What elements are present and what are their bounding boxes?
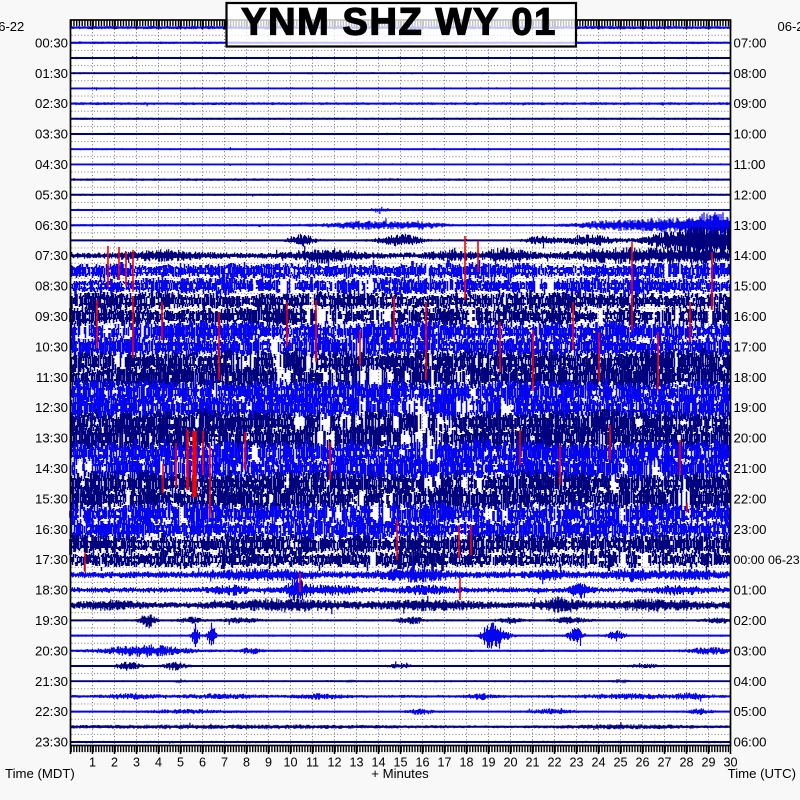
svg-text:22:00: 22:00 <box>734 491 767 506</box>
svg-text:21:30: 21:30 <box>35 674 68 689</box>
svg-text:7: 7 <box>221 756 228 770</box>
svg-text:08:30: 08:30 <box>35 279 68 294</box>
svg-text:03:00: 03:00 <box>734 643 767 658</box>
svg-text:15:30: 15:30 <box>35 491 68 506</box>
svg-text:20: 20 <box>503 756 517 770</box>
svg-text:19: 19 <box>481 756 495 770</box>
svg-text:3: 3 <box>133 756 140 770</box>
svg-text:00:30: 00:30 <box>35 35 68 50</box>
svg-text:17:00: 17:00 <box>734 339 767 354</box>
svg-text:12: 12 <box>327 756 341 770</box>
svg-text:23:00: 23:00 <box>734 522 767 537</box>
svg-text:09:00: 09:00 <box>734 96 767 111</box>
svg-text:13: 13 <box>349 756 363 770</box>
svg-text:23: 23 <box>569 756 583 770</box>
svg-text:5: 5 <box>177 756 184 770</box>
svg-text:4: 4 <box>155 756 162 770</box>
svg-text:2: 2 <box>111 756 118 770</box>
svg-text:06-22: 06-22 <box>0 19 24 34</box>
svg-text:16:00: 16:00 <box>734 309 767 324</box>
svg-text:14:00: 14:00 <box>734 248 767 263</box>
svg-text:17: 17 <box>437 756 451 770</box>
svg-text:14: 14 <box>371 756 385 770</box>
svg-text:01:00: 01:00 <box>734 583 767 598</box>
svg-text:13:30: 13:30 <box>35 431 68 446</box>
svg-text:03:30: 03:30 <box>35 127 68 142</box>
svg-text:27: 27 <box>657 756 671 770</box>
svg-text:17:30: 17:30 <box>35 552 68 567</box>
svg-text:20:30: 20:30 <box>35 643 68 658</box>
svg-text:20:00: 20:00 <box>734 431 767 446</box>
svg-text:16:30: 16:30 <box>35 522 68 537</box>
svg-text:11: 11 <box>306 756 319 770</box>
svg-text:Time (MDT): Time (MDT) <box>5 766 75 781</box>
svg-text:22: 22 <box>547 756 561 770</box>
svg-text:Time (UTC): Time (UTC) <box>728 766 796 781</box>
svg-text:12:00: 12:00 <box>734 187 767 202</box>
svg-text:06:00: 06:00 <box>734 735 767 750</box>
svg-text:09:30: 09:30 <box>35 309 68 324</box>
svg-text:15:00: 15:00 <box>734 279 767 294</box>
svg-text:10:30: 10:30 <box>35 339 68 354</box>
svg-text:23:30: 23:30 <box>35 735 68 750</box>
svg-text:00:00 06-23: 00:00 06-23 <box>734 553 800 567</box>
svg-text:05:00: 05:00 <box>734 704 767 719</box>
svg-text:08:00: 08:00 <box>734 66 767 81</box>
svg-text:1: 1 <box>89 756 96 770</box>
svg-text:04:30: 04:30 <box>35 157 68 172</box>
svg-text:14:30: 14:30 <box>35 461 68 476</box>
svg-text:07:00: 07:00 <box>734 35 767 50</box>
svg-text:24: 24 <box>591 756 605 770</box>
svg-text:02:00: 02:00 <box>734 613 767 628</box>
svg-text:30: 30 <box>723 756 737 770</box>
svg-text:04:00: 04:00 <box>734 674 767 689</box>
svg-text:12:30: 12:30 <box>35 400 68 415</box>
svg-text:11:30: 11:30 <box>36 370 68 385</box>
svg-text:9: 9 <box>265 756 272 770</box>
svg-text:02:30: 02:30 <box>35 96 68 111</box>
svg-text:28: 28 <box>679 756 693 770</box>
svg-text:11:00: 11:00 <box>734 157 766 172</box>
svg-text:16: 16 <box>415 756 429 770</box>
svg-text:10: 10 <box>283 756 297 770</box>
svg-text:07:30: 07:30 <box>35 248 68 263</box>
svg-text:8: 8 <box>243 756 250 770</box>
svg-text:06-22: 06-22 <box>778 19 800 34</box>
svg-text:21: 21 <box>525 756 539 770</box>
svg-text:29: 29 <box>701 756 715 770</box>
svg-text:18:00: 18:00 <box>734 370 767 385</box>
svg-text:25: 25 <box>613 756 627 770</box>
svg-text:19:00: 19:00 <box>734 400 767 415</box>
svg-text:6: 6 <box>199 756 206 770</box>
svg-text:18: 18 <box>459 756 473 770</box>
svg-text:19:30: 19:30 <box>35 613 68 628</box>
svg-text:21:00: 21:00 <box>734 461 767 476</box>
svg-text:10:00: 10:00 <box>734 127 767 142</box>
svg-text:05:30: 05:30 <box>35 187 68 202</box>
svg-text:01:30: 01:30 <box>35 66 68 81</box>
svg-text:22:30: 22:30 <box>35 704 68 719</box>
svg-text:YNM SHZ WY 01: YNM SHZ WY 01 <box>241 2 557 44</box>
svg-text:+ Minutes: + Minutes <box>371 766 429 781</box>
svg-text:26: 26 <box>635 756 649 770</box>
svg-text:15: 15 <box>393 756 407 770</box>
svg-text:06:30: 06:30 <box>35 218 68 233</box>
svg-text:13:00: 13:00 <box>734 218 767 233</box>
svg-text:18:30: 18:30 <box>35 583 68 598</box>
